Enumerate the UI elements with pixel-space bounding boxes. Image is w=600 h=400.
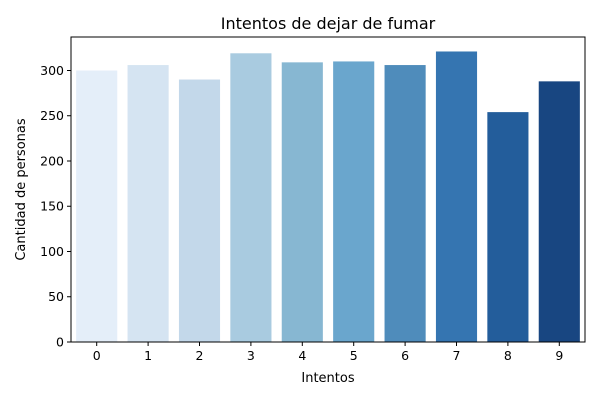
plot-frame bbox=[70, 36, 586, 343]
x-tick-label: 6 bbox=[401, 348, 409, 363]
bar-4 bbox=[281, 62, 323, 342]
x-tick-label: 8 bbox=[504, 348, 512, 363]
y-tick-label: 50 bbox=[48, 289, 64, 304]
y-axis-label: Cantidad de personas bbox=[14, 118, 29, 261]
bar-3 bbox=[230, 53, 272, 342]
x-tick-label: 1 bbox=[144, 348, 152, 363]
y-tick-label: 200 bbox=[40, 153, 64, 168]
bar-9 bbox=[538, 81, 580, 343]
y-tick-label: 250 bbox=[40, 108, 64, 123]
bar-7 bbox=[435, 51, 478, 342]
y-tick-label: 0 bbox=[56, 335, 64, 350]
x-tick-label: 2 bbox=[196, 348, 204, 363]
bar-2 bbox=[178, 79, 221, 342]
x-axis-ticks: 0 1 2 3 4 5 6 7 8 9 bbox=[93, 342, 563, 363]
x-tick-label: 9 bbox=[555, 348, 563, 363]
bar-6 bbox=[384, 65, 426, 342]
bar-5 bbox=[333, 61, 375, 342]
y-tick-label: 150 bbox=[40, 199, 64, 214]
bar-0 bbox=[76, 70, 118, 343]
x-tick-label: 5 bbox=[350, 348, 358, 363]
y-tick-label: 300 bbox=[40, 63, 64, 78]
y-tick-label: 100 bbox=[40, 244, 64, 259]
x-axis-label: Intentos bbox=[301, 371, 354, 386]
bar-1 bbox=[127, 65, 169, 342]
x-tick-label: 3 bbox=[247, 348, 255, 363]
bar-8 bbox=[487, 112, 529, 343]
x-tick-label: 0 bbox=[93, 348, 101, 363]
y-axis-ticks: 0 50 100 150 200 250 300 bbox=[40, 63, 71, 350]
chart-title: Intentos de dejar de fumar bbox=[221, 14, 436, 33]
bars-group bbox=[76, 51, 580, 343]
x-tick-label: 4 bbox=[298, 348, 306, 363]
x-tick-label: 7 bbox=[453, 348, 461, 363]
